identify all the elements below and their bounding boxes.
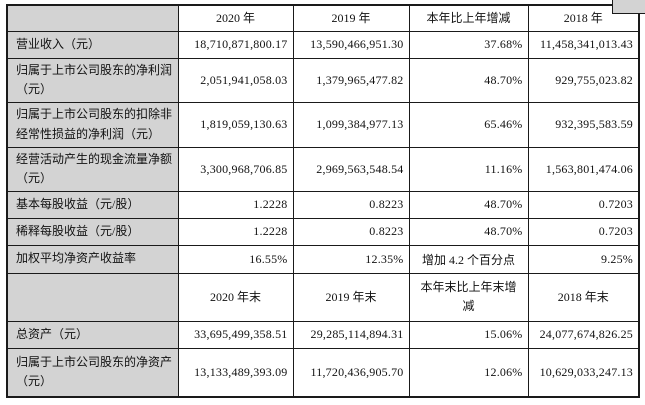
value-2018: 24,077,674,826.25	[527, 320, 640, 349]
value-2018: 11,458,341,013.43	[527, 30, 640, 59]
row-label: 加权平均净资产收益率	[6, 244, 179, 274]
value-2019: 2,969,563,548.54	[292, 146, 410, 192]
value-2020: 1,819,059,130.63	[177, 101, 294, 148]
financial-summary-table: 2020 年 2019 年 本年比上年增减 2018 年 营业收入（元） 18,…	[6, 4, 640, 398]
row-label: 总资产（元）	[6, 320, 179, 349]
value-2018: 0.7203	[527, 190, 640, 219]
value-change: 11.16%	[408, 146, 529, 192]
col-header-2018: 2018 年	[527, 4, 640, 32]
value-2018: 929,755,023.82	[527, 57, 640, 103]
value-2020: 2,051,941,058.03	[177, 57, 294, 103]
corner-blank-cell	[6, 4, 179, 32]
value-2019: 12.35%	[292, 244, 410, 274]
value-2018: 932,395,583.59	[527, 101, 640, 148]
value-change: 48.70%	[408, 217, 529, 246]
row-label: 归属于上市公司股东的扣除非经常性损益的净利润（元）	[6, 101, 179, 148]
value-2018: 0.7203	[527, 217, 640, 246]
col-header-2020-end: 2020 年末	[177, 272, 294, 322]
value-2020: 18,710,871,800.17	[177, 30, 294, 59]
table-row-basic-eps: 基本每股收益（元/股） 1.2228 0.8223 48.70% 0.7203	[6, 190, 640, 219]
value-2019: 13,590,466,951.30	[292, 30, 410, 59]
value-2020: 33,695,499,358.51	[177, 320, 294, 349]
value-2019: 1,379,965,477.82	[292, 57, 410, 103]
value-change: 48.70%	[408, 57, 529, 103]
value-2018: 9.25%	[527, 244, 640, 274]
col-header-change-end: 本年末比上年末增减	[408, 272, 529, 322]
table-row-weighted-roe: 加权平均净资产收益率 16.55% 12.35% 增加 4.2 个百分点 9.2…	[6, 244, 640, 274]
row-label: 营业收入（元）	[6, 30, 179, 59]
table-row-net-profit: 归属于上市公司股东的净利润（元） 2,051,941,058.03 1,379,…	[6, 57, 640, 103]
col-header-change: 本年比上年增减	[408, 4, 529, 32]
value-change: 37.68%	[408, 30, 529, 59]
col-header-2018-end: 2018 年末	[527, 272, 640, 322]
value-2020: 13,133,489,393.09	[177, 347, 294, 398]
value-change: 12.06%	[408, 347, 529, 398]
value-change: 65.46%	[408, 101, 529, 148]
row-label: 经营活动产生的现金流量净额（元）	[6, 146, 179, 192]
value-2020: 3,300,968,706.85	[177, 146, 294, 192]
year-header-row: 2020 年 2019 年 本年比上年增减 2018 年	[6, 4, 640, 32]
table-row-total-assets: 总资产（元） 33,695,499,358.51 29,285,114,894.…	[6, 320, 640, 349]
value-change: 15.06%	[408, 320, 529, 349]
value-2019: 1,099,384,977.13	[292, 101, 410, 148]
value-change: 增加 4.2 个百分点	[408, 244, 529, 274]
value-2020: 1.2228	[177, 217, 294, 246]
table-row-operating-cash-flow: 经营活动产生的现金流量净额（元） 3,300,968,706.85 2,969,…	[6, 146, 640, 192]
table-row-deducted-net-profit: 归属于上市公司股东的扣除非经常性损益的净利润（元） 1,819,059,130.…	[6, 101, 640, 148]
row-label: 稀释每股收益（元/股）	[6, 217, 179, 246]
value-2019: 0.8223	[292, 217, 410, 246]
col-header-2020: 2020 年	[177, 4, 294, 32]
table-row-diluted-eps: 稀释每股收益（元/股） 1.2228 0.8223 48.70% 0.7203	[6, 217, 640, 246]
value-2018: 1,563,801,474.06	[527, 146, 640, 192]
value-2019: 11,720,436,905.70	[292, 347, 410, 398]
value-change: 48.70%	[408, 190, 529, 219]
value-2018: 10,629,033,247.13	[527, 347, 640, 398]
table-row-net-assets: 归属于上市公司股东的净资产（元） 13,133,489,393.09 11,72…	[6, 347, 640, 398]
value-2020: 16.55%	[177, 244, 294, 274]
col-header-2019: 2019 年	[292, 4, 410, 32]
value-2019: 29,285,114,894.31	[292, 320, 410, 349]
value-2020: 1.2228	[177, 190, 294, 219]
scan-corner-artifact	[612, 0, 645, 14]
row-label: 归属于上市公司股东的净利润（元）	[6, 57, 179, 103]
col-header-2019-end: 2019 年末	[292, 272, 410, 322]
row-label: 归属于上市公司股东的净资产（元）	[6, 347, 179, 398]
value-2019: 0.8223	[292, 190, 410, 219]
yearend-header-row: 2020 年末 2019 年末 本年末比上年末增减 2018 年末	[6, 272, 640, 322]
table-row-revenue: 营业收入（元） 18,710,871,800.17 13,590,466,951…	[6, 30, 640, 59]
row-label: 基本每股收益（元/股）	[6, 190, 179, 219]
corner-blank-cell	[6, 272, 179, 322]
